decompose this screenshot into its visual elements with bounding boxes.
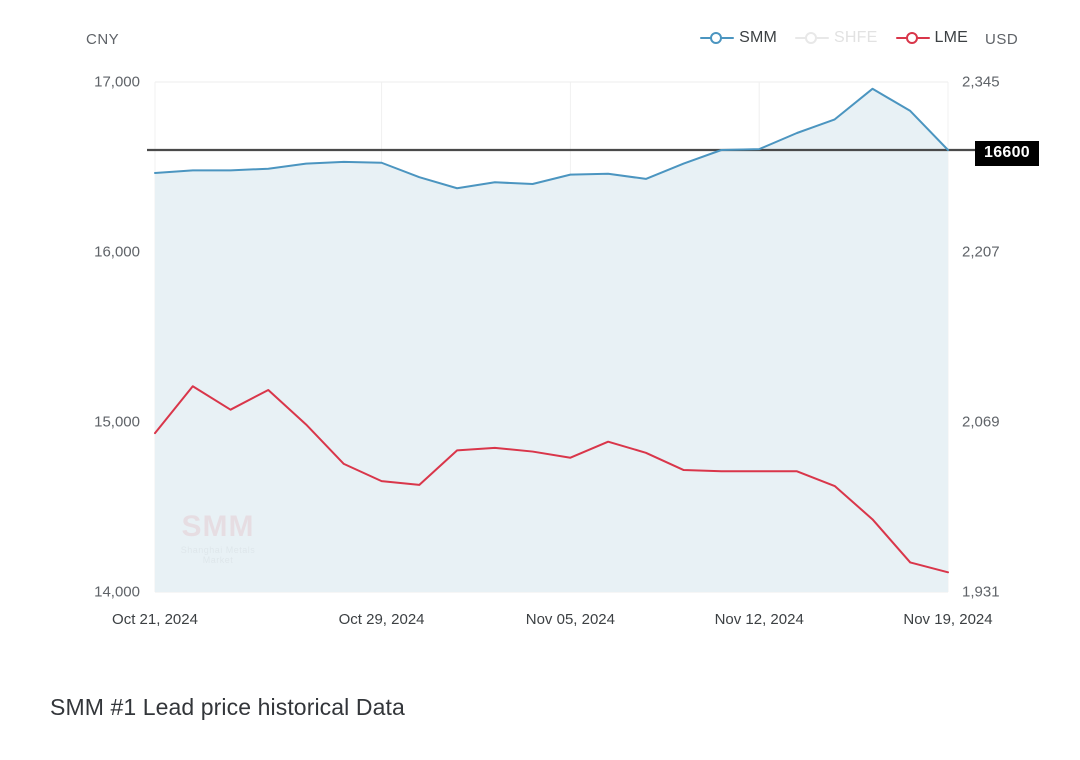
right-tick-label: 1,931 [962, 583, 1000, 601]
legend-item-smm[interactable]: SMM [700, 29, 777, 47]
x-tick-label: Oct 21, 2024 [112, 611, 198, 628]
series-line-lme [154, 385, 949, 574]
legend-item-lme[interactable]: LME [895, 29, 969, 47]
x-tick-label: Oct 29, 2024 [338, 611, 425, 628]
reference-value-badge: 16600 [975, 141, 1039, 166]
legend-label-lme: LME [934, 29, 968, 46]
left-axis-unit: CNY [86, 31, 120, 48]
legend-marker-lme-icon [895, 31, 930, 45]
left-tick-label: 16,000 [94, 243, 140, 261]
x-tick-label: Nov 05, 2024 [525, 611, 615, 628]
left-tick-label: 14,000 [94, 583, 140, 601]
legend-item-shfe[interactable]: SHFE [795, 29, 877, 47]
right-tick-label: 2,345 [962, 73, 1000, 91]
series-line-smm [154, 87, 949, 190]
legend-label-shfe: SHFE [834, 29, 878, 46]
chart-caption: SMM #1 Lead price historical Data [50, 694, 405, 720]
chart-plot-area [147, 81, 980, 593]
x-tick-label: Nov 12, 2024 [714, 611, 804, 628]
legend-label-smm: SMM [739, 29, 778, 46]
right-tick-label: 2,207 [962, 243, 1000, 261]
left-tick-label: 15,000 [94, 413, 140, 431]
right-tick-label: 2,069 [962, 413, 1000, 431]
smm-area-fill [155, 88, 948, 593]
x-tick-label: Nov 19, 2024 [903, 611, 993, 628]
chart-legend: SMM SHFE LME [700, 27, 968, 49]
right-axis-unit: USD [985, 31, 1019, 48]
left-tick-label: 17,000 [94, 73, 140, 91]
legend-marker-smm-icon [700, 31, 735, 45]
legend-marker-shfe-icon [795, 31, 830, 45]
